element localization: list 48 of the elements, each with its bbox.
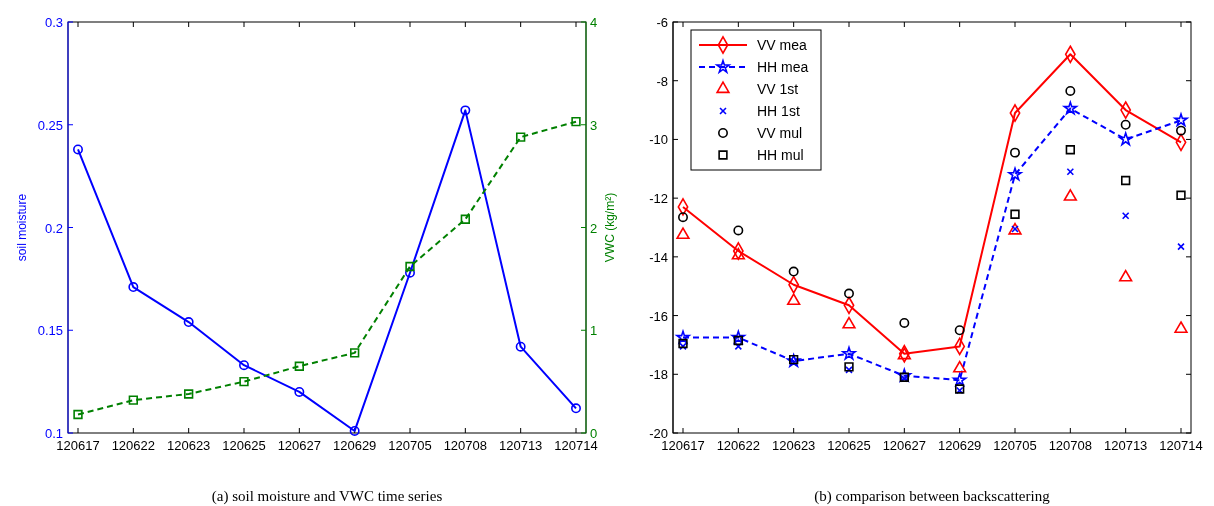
x-tick-label: 120714 (554, 438, 598, 453)
x-tick-label: 120625 (827, 438, 871, 453)
y-tick-label: -16 (649, 308, 668, 324)
legend-label: VV 1st (757, 81, 799, 97)
y2-tick-label: 2 (590, 220, 598, 236)
y2-tick-label: 1 (590, 323, 598, 339)
x-tick-label: 120708 (443, 438, 488, 453)
y2-tick-label: 3 (590, 117, 598, 133)
legend-label: HH mul (757, 147, 804, 163)
y-tick-label: -20 (649, 426, 668, 441)
y-tick-label: -8 (656, 73, 668, 89)
legend-label: VV mul (757, 125, 803, 141)
y-tick-label: -12 (649, 191, 668, 207)
x-tick-label: 120627 (882, 438, 927, 453)
y-tick-label: 0.2 (44, 220, 63, 236)
x-tick-label: 120629 (937, 438, 982, 453)
x-tick-label: 120708 (1048, 438, 1093, 453)
legend-label: HH mea (757, 59, 809, 75)
x-tick-label: 120623 (166, 438, 211, 453)
text: (a) soil moisture and VWC time series (211, 488, 443, 505)
x-tick-label: 120623 (771, 438, 816, 453)
x-tick-label: 120705 (388, 438, 432, 453)
x-tick-label: 120617 (661, 438, 705, 453)
x-tick-label: 120714 (1159, 438, 1203, 453)
legend-label: HH 1st (757, 103, 800, 119)
x-tick-label: 120622 (111, 438, 156, 453)
y-tick-label: 0.3 (44, 15, 63, 30)
x-tick-label: 120622 (716, 438, 761, 453)
y2-tick-label: 4 (590, 15, 598, 30)
x-tick-label: 120713 (498, 438, 543, 453)
y-axis-title: soil moisture (15, 193, 29, 262)
x-tick-label: 120625 (222, 438, 266, 453)
x-tick-label: 120713 (1103, 438, 1148, 453)
text: (b) comparison between backscattering (814, 488, 1051, 505)
y-tick-label: -14 (649, 249, 668, 265)
y-tick-label: -18 (649, 367, 668, 383)
x-tick-label: 120617 (56, 438, 100, 453)
x-tick-label: 120629 (332, 438, 377, 453)
x-tick-label: 120627 (277, 438, 322, 453)
y2-axis-title: VWC (kg/m²) (603, 192, 617, 263)
y-tick-label: -6 (656, 15, 668, 30)
y2-tick-label: 0 (590, 426, 598, 441)
x-tick-label: 120705 (993, 438, 1037, 453)
legend-label: VV mea (757, 37, 808, 53)
y-tick-label: 0.25 (37, 117, 63, 133)
y-tick-label: 0.15 (37, 323, 63, 339)
y-tick-label: 0.1 (44, 426, 63, 441)
y-tick-label: -10 (649, 132, 668, 148)
